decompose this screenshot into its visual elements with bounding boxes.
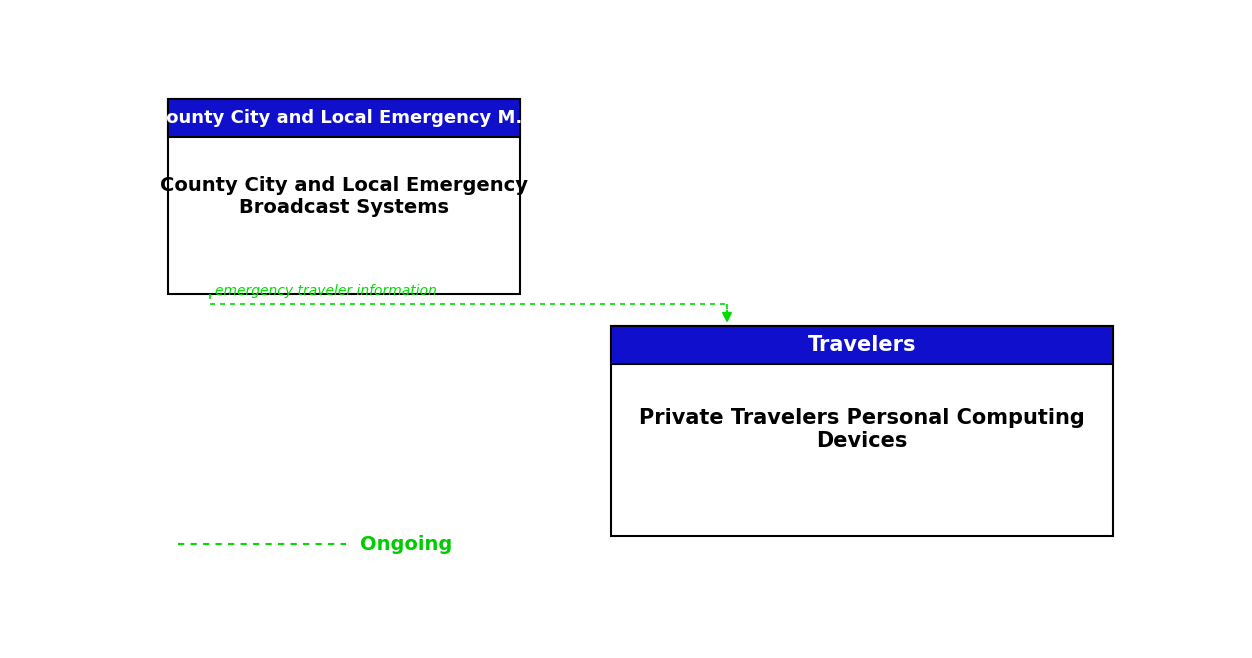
Text: Travelers: Travelers <box>808 335 916 355</box>
Bar <box>611 326 1113 536</box>
Text: County City and Local Emergency M...: County City and Local Emergency M... <box>153 109 536 127</box>
Bar <box>168 99 521 294</box>
Text: County City and Local Emergency
Broadcast Systems: County City and Local Emergency Broadcas… <box>160 176 528 217</box>
Text: emergency traveler information: emergency traveler information <box>215 284 437 298</box>
Text: Ongoing: Ongoing <box>361 534 452 553</box>
Text: Private Travelers Personal Computing
Devices: Private Travelers Personal Computing Dev… <box>639 407 1084 451</box>
Bar <box>168 99 521 138</box>
Bar <box>611 326 1113 364</box>
